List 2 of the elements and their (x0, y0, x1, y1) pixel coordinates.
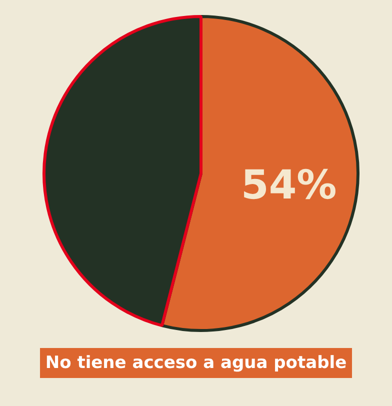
data-label: 54% (241, 162, 337, 209)
text: No tiene acceso a agua potable (40, 348, 352, 378)
